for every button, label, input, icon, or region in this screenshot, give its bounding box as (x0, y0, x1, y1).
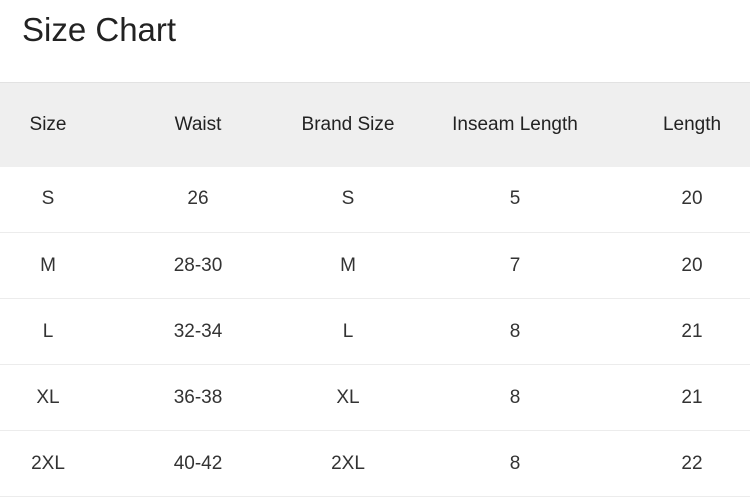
column-header: Waist (174, 113, 222, 135)
table-cell: 20 (681, 254, 703, 276)
table-cell: 40-42 (173, 452, 223, 474)
table-header-row: Size Waist Brand Size Inseam Length Length (0, 82, 750, 167)
table-row: XL 36-38 XL 8 21 (0, 365, 750, 431)
table-cell: 2XL (31, 452, 65, 474)
table-cell: 21 (681, 386, 703, 408)
table-cell: 8 (509, 452, 521, 474)
table-cell: 28-30 (173, 254, 223, 276)
table-cell: 8 (509, 386, 521, 408)
table-cell: XL (336, 386, 360, 408)
table-cell: 21 (681, 320, 703, 342)
table-row: L 32-34 L 8 21 (0, 299, 750, 365)
table-cell: 26 (187, 188, 209, 210)
table-cell: 8 (509, 320, 521, 342)
column-header: Brand Size (301, 113, 395, 135)
table-cell: M (40, 254, 56, 276)
table-cell: 32-34 (173, 320, 223, 342)
table-row: 2XL 40-42 2XL 8 22 (0, 431, 750, 497)
table-row: S 26 S 5 20 (0, 167, 750, 233)
table-row: M 28-30 M 7 20 (0, 233, 750, 299)
page-title: Size Chart (22, 11, 177, 48)
table-cell: 7 (509, 254, 521, 276)
table-cell: M (340, 254, 356, 276)
table-cell: S (341, 188, 355, 210)
column-header: Size (29, 113, 67, 135)
table-cell: 36-38 (173, 386, 223, 408)
table-cell: S (41, 188, 55, 210)
column-header: Inseam Length (452, 113, 578, 135)
table-cell: 5 (509, 188, 521, 210)
table-cell: 2XL (331, 452, 365, 474)
size-chart-table: Size Waist Brand Size Inseam Length Length S… (0, 82, 750, 497)
table-cell: 22 (681, 452, 703, 474)
column-header: Length (662, 113, 722, 135)
table-cell: L (42, 320, 54, 342)
table-cell: 20 (681, 188, 703, 210)
table-cell: L (342, 320, 354, 342)
table-cell: XL (36, 386, 60, 408)
